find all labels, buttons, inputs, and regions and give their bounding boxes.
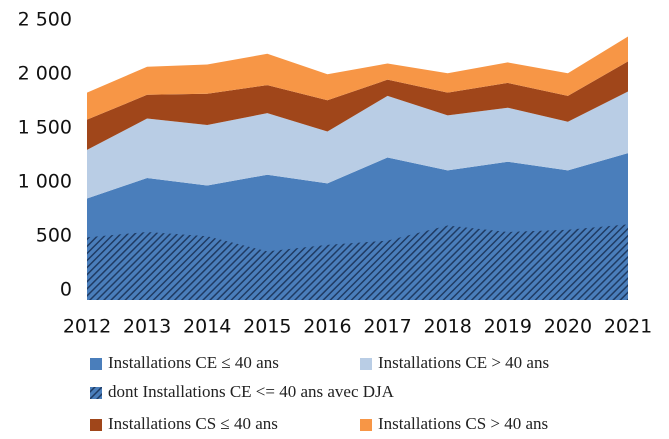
x-tick-label: 2014 (183, 316, 231, 338)
x-tick-label: 2013 (123, 316, 171, 338)
legend-swatch (90, 387, 102, 399)
x-tick-label: 2015 (243, 316, 291, 338)
area-hatched (87, 224, 628, 300)
x-tick-label: 2017 (363, 316, 411, 338)
x-tick-label: 2012 (63, 316, 111, 338)
x-tick-label: 2018 (423, 316, 471, 338)
x-tick-label: 2020 (544, 316, 592, 338)
legend-label: Installations CE > 40 ans (378, 353, 549, 372)
y-tick-label: 2 000 (18, 63, 72, 85)
legend-label: Installations CS ≤ 40 ans (108, 414, 278, 433)
x-tick-label: 2021 (604, 316, 652, 338)
y-tick-label: 1 500 (18, 117, 72, 139)
legend-swatch (90, 419, 102, 431)
area (87, 61, 628, 150)
legend-label: Installations CE ≤ 40 ans (108, 353, 279, 372)
legend-label: Installations CS > 40 ans (378, 414, 548, 433)
area (87, 36, 628, 120)
x-tick-label: 2016 (303, 316, 351, 338)
y-tick-label: 500 (36, 225, 72, 247)
y-tick-label: 1 000 (18, 171, 72, 193)
x-tick-label: 2019 (484, 316, 532, 338)
y-tick-label: 0 (60, 279, 72, 301)
area (87, 91, 628, 199)
legend-swatch (360, 419, 372, 431)
y-tick-label: 2 500 (18, 9, 72, 31)
legend-swatch (360, 358, 372, 370)
legend-swatch (90, 358, 102, 370)
legend-label: dont Installations CE <= 40 ans avec DJA (108, 382, 395, 401)
